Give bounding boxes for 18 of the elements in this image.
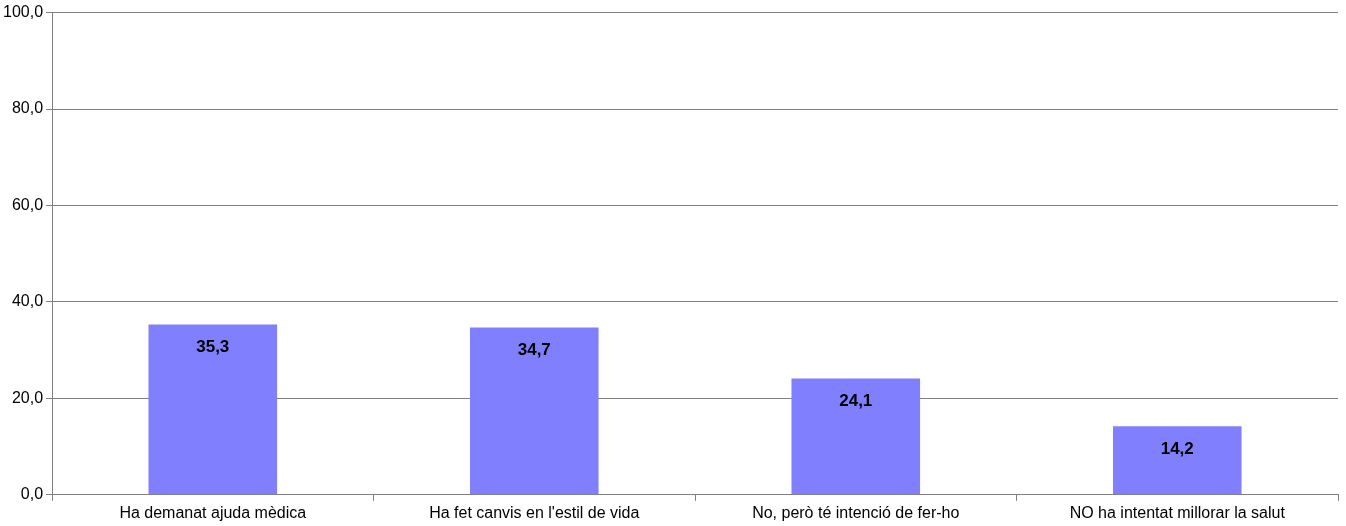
y-tick-label: 80,0 [11,99,44,117]
data-label: 14,2 [1160,438,1194,458]
y-tick-label: 60,0 [11,195,44,213]
data-label: 34,7 [517,339,551,359]
x-tick-label: Ha demanat ajuda mèdica [119,503,307,521]
y-tick-label: 100,0 [2,3,44,21]
y-tick-label: 20,0 [11,388,44,406]
bar [1112,426,1242,495]
data-label: 24,1 [839,390,873,410]
x-tick-label: NO ha intentat millorar la salut [1069,503,1286,521]
x-tick-label: Ha fet canvis en l'estil de vida [429,503,640,521]
y-tick-label: 40,0 [11,292,44,310]
bar [148,324,278,495]
y-tick-label: 0,0 [20,485,44,503]
data-label: 35,3 [196,336,230,356]
bar [469,327,599,495]
bar [791,378,921,495]
x-tick-label: No, però té intenció de fer-ho [752,503,960,521]
